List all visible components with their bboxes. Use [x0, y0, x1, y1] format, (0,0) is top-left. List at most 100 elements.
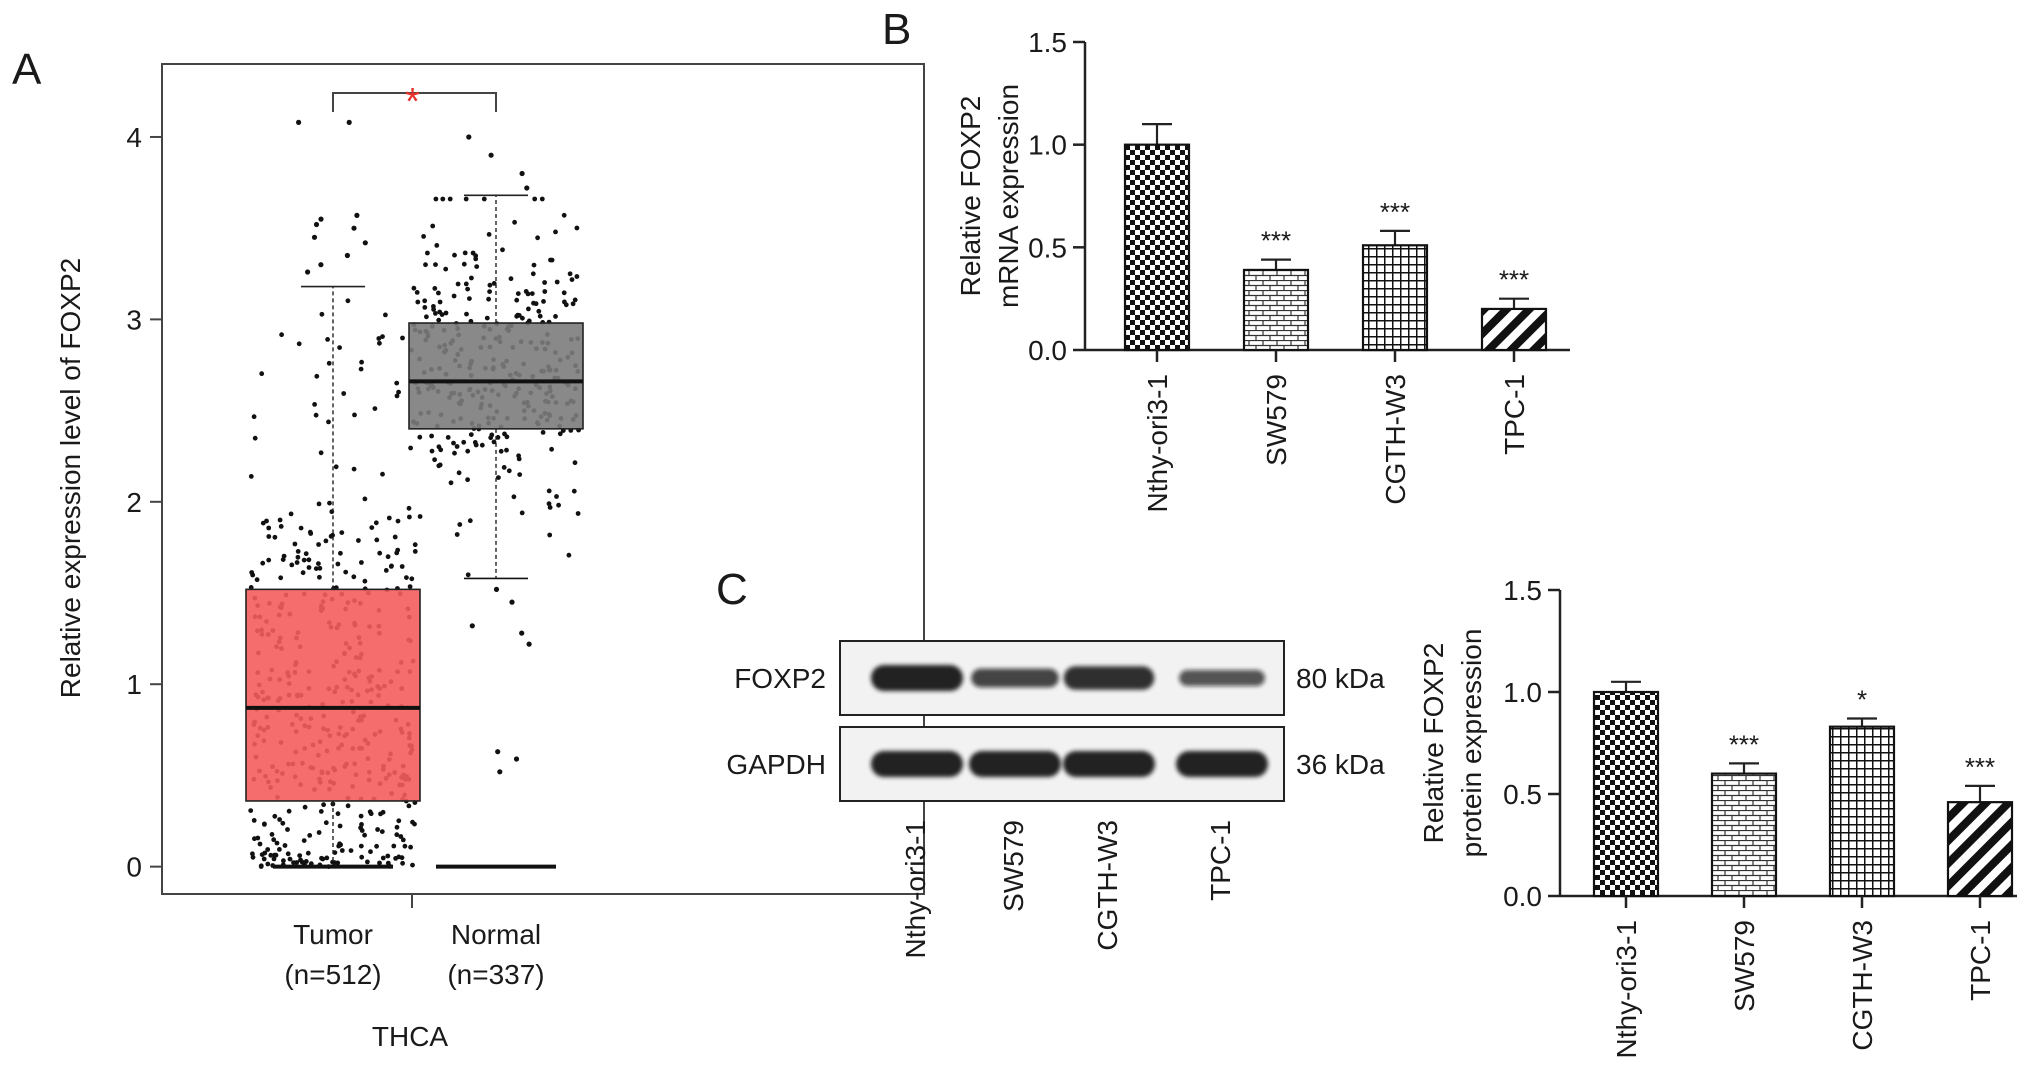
data-point — [572, 297, 578, 303]
data-point — [567, 271, 573, 277]
data-point — [484, 315, 490, 321]
data-point — [260, 560, 266, 566]
box-tumor — [245, 588, 421, 802]
data-point — [436, 290, 441, 296]
blot-band — [1176, 751, 1268, 777]
data-point — [463, 281, 469, 287]
data-point — [469, 275, 474, 281]
data-point — [305, 850, 311, 856]
outlier-point — [346, 119, 352, 125]
data-point — [540, 430, 546, 435]
data-point — [415, 299, 421, 305]
y-tick-label: 1.0 — [1503, 677, 1542, 708]
data-point — [465, 286, 470, 292]
data-point — [281, 858, 286, 864]
outlier-point — [466, 134, 472, 140]
panel-a-y-ticks: 0 1 2 3 4 — [126, 122, 162, 883]
bar-nthy-ori3-1 — [1592, 690, 1660, 898]
data-point — [266, 534, 272, 539]
x-category-label: Normal — [451, 919, 541, 950]
data-point — [379, 829, 385, 834]
data-point — [274, 840, 280, 846]
data-point — [561, 290, 567, 296]
data-point — [303, 551, 309, 557]
data-point — [398, 834, 404, 839]
data-point — [260, 520, 266, 526]
data-point — [517, 472, 523, 477]
data-point — [408, 445, 413, 451]
data-point — [448, 480, 454, 486]
data-point — [452, 252, 457, 258]
data-point — [374, 537, 380, 543]
data-point — [516, 313, 522, 318]
x-category-label: CGTH-W3 — [1847, 920, 1878, 1051]
data-point — [574, 274, 580, 279]
outlier-point — [296, 119, 302, 125]
significance-label: * — [1857, 685, 1867, 715]
y-tick-label: 1.5 — [1503, 575, 1542, 606]
data-point — [285, 851, 291, 857]
data-point — [571, 488, 577, 494]
data-point — [319, 311, 325, 317]
data-point — [465, 477, 470, 483]
data-point — [425, 250, 430, 256]
data-point — [345, 298, 351, 304]
x-category-label: Nthy-ori3-1 — [1611, 920, 1642, 1058]
data-point — [395, 518, 401, 524]
data-point — [326, 360, 332, 366]
data-point — [440, 196, 446, 202]
data-point — [532, 196, 538, 202]
panel-b-bar-chart: 0.0 0.5 1.0 1.5 Relative FOXP2 mRNA expressio… — [955, 27, 1570, 512]
data-point — [277, 847, 282, 852]
data-point — [519, 510, 525, 516]
data-point — [566, 552, 572, 558]
data-point — [386, 515, 392, 521]
data-point — [487, 282, 493, 288]
x-category-label: TPC-1 — [1499, 374, 1530, 455]
data-point — [530, 271, 536, 277]
data-point — [365, 859, 370, 865]
data-point — [554, 279, 560, 285]
data-point — [317, 574, 322, 580]
data-point — [481, 196, 487, 202]
data-point — [301, 838, 307, 843]
blot-lane-label: SW579 — [998, 820, 1029, 912]
blot-lane-label: CGTH-W3 — [1092, 820, 1123, 951]
data-point — [487, 289, 492, 294]
outlier-point — [311, 234, 318, 240]
data-point — [383, 568, 389, 573]
data-point — [316, 501, 322, 507]
y-tick-label: 0 — [126, 852, 142, 883]
data-point — [531, 262, 537, 268]
data-point — [385, 860, 391, 866]
data-point — [429, 448, 435, 454]
data-point — [400, 860, 405, 866]
y-tick-label: 0.0 — [1503, 881, 1542, 912]
outlier-point — [509, 599, 515, 605]
data-point — [373, 520, 379, 526]
data-point — [269, 832, 275, 837]
data-point — [266, 557, 272, 563]
data-point — [474, 264, 480, 269]
data-point — [291, 860, 296, 865]
data-point — [359, 560, 364, 565]
panel-a-plot-frame — [161, 63, 925, 895]
data-point — [432, 286, 438, 291]
data-point — [297, 853, 303, 858]
data-point — [289, 562, 295, 568]
data-point — [327, 500, 332, 506]
data-point — [358, 366, 364, 372]
data-point — [467, 296, 472, 301]
data-point — [455, 281, 461, 287]
data-point — [486, 296, 491, 302]
data-point — [512, 219, 517, 225]
data-point — [422, 298, 428, 304]
data-point — [531, 300, 536, 306]
bar-tpc-1 — [1480, 307, 1548, 352]
panel-b-letter: B — [882, 5, 911, 54]
y-tick-label: 2 — [126, 487, 142, 518]
data-point — [574, 225, 580, 231]
significance-label: *** — [1729, 729, 1759, 759]
data-point — [359, 828, 365, 833]
data-point — [335, 561, 341, 567]
